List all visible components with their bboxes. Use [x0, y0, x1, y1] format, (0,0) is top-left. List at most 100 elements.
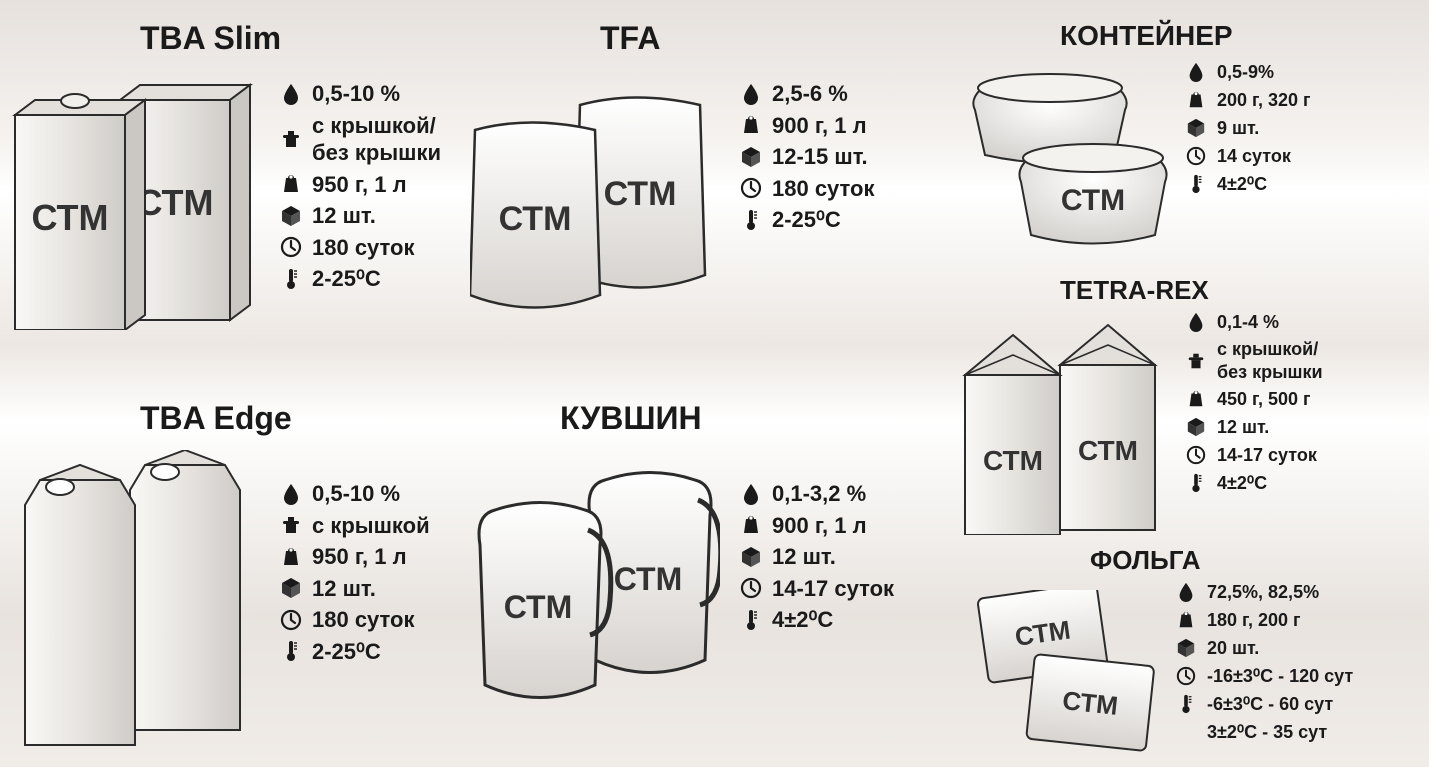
spec-fat: 2,5-6 % — [740, 80, 875, 108]
spec-text: с крышкой/ — [312, 113, 436, 138]
spec-text: 180 суток — [312, 234, 415, 262]
spec-fat: 0,1-3,2 % — [740, 480, 894, 508]
specs-jug: 0,1-3,2 % 900 г, 1 л 12 шт. 14-17 суток … — [740, 480, 894, 634]
clock-icon — [740, 176, 762, 200]
clock-icon — [280, 235, 302, 259]
spec-clock: 14-17 суток — [740, 575, 894, 603]
spec-text: 2-25⁰С — [772, 206, 841, 234]
spec-text: 2,5-6 % — [772, 80, 848, 108]
weight-icon — [740, 113, 762, 137]
weight-icon — [280, 172, 302, 196]
spec-text: с крышкой/ — [1217, 339, 1318, 359]
specs-tba-slim: 0,5-10 % с крышкой/без крышки 950 г, 1 л… — [280, 80, 441, 293]
drop-icon — [1185, 60, 1207, 84]
weight-icon — [740, 513, 762, 537]
lid-icon — [280, 127, 302, 151]
box-icon — [280, 204, 302, 228]
drop-icon — [740, 82, 762, 106]
spec-extra: 3±2⁰С - 35 сут — [1175, 720, 1353, 744]
box-icon — [740, 145, 762, 169]
box-icon — [1185, 415, 1207, 439]
spec-clock: 14 суток — [1185, 144, 1310, 168]
package-tfa: СТМ СТМ — [470, 90, 720, 310]
title-jug: КУВШИН — [560, 400, 702, 437]
spec-text: 12 шт. — [772, 543, 836, 571]
clock-icon — [1175, 664, 1197, 688]
spec-text: 900 г, 1 л — [772, 512, 867, 540]
spec-text: 180 суток — [312, 606, 415, 634]
svg-text:СТМ: СТМ — [1061, 685, 1120, 721]
package-tetra-rex: СТМ СТМ — [960, 315, 1170, 535]
spec-text: 180 суток — [772, 175, 875, 203]
spec-text: 0,1-3,2 % — [772, 480, 866, 508]
box-icon — [740, 545, 762, 569]
spec-weight: 950 г, 1 л — [280, 171, 441, 199]
spec-box: 12 шт. — [280, 202, 441, 230]
thermo-icon — [1185, 471, 1207, 495]
package-foil: СТМ СТМ — [960, 590, 1160, 760]
blank-icon — [1175, 720, 1197, 744]
spec-text: 9 шт. — [1217, 117, 1259, 140]
clock-icon — [280, 608, 302, 632]
package-container: СТМ — [960, 55, 1170, 255]
svg-text:СТМ: СТМ — [136, 182, 213, 223]
weight-icon — [1185, 88, 1207, 112]
svg-text:СТМ: СТМ — [1061, 184, 1125, 217]
spec-weight: 900 г, 1 л — [740, 512, 894, 540]
drop-icon — [740, 482, 762, 506]
weight-icon — [1185, 387, 1207, 411]
box-icon — [1175, 636, 1197, 660]
spec-fat: 0,5-10 % — [280, 80, 441, 108]
title-container: КОНТЕЙНЕР — [1060, 20, 1233, 52]
spec-text: 4±2⁰С — [1217, 173, 1267, 196]
spec-weight: 450 г, 500 г — [1185, 387, 1323, 411]
spec-thermo: 2-25⁰С — [740, 206, 875, 234]
spec-thermo: 4±2⁰С — [1185, 471, 1323, 495]
drop-icon — [280, 82, 302, 106]
package-tba-slim: СТМ СТМ — [10, 70, 270, 330]
spec-weight: 180 г, 200 г — [1175, 608, 1353, 632]
spec-fat: 0,5-10 % — [280, 480, 430, 508]
weight-icon — [280, 545, 302, 569]
thermo-icon — [280, 267, 302, 291]
spec-lid: с крышкой — [280, 512, 430, 540]
specs-tba-edge: 0,5-10 % с крышкой 950 г, 1 л 12 шт. 180… — [280, 480, 430, 665]
box-icon — [1185, 116, 1207, 140]
spec-fat: 72,5%, 82,5% — [1175, 580, 1353, 604]
spec-box: 12-15 шт. — [740, 143, 875, 171]
spec-text: 0,1-4 % — [1217, 311, 1279, 334]
specs-foil: 72,5%, 82,5% 180 г, 200 г 20 шт. -16±3⁰С… — [1175, 580, 1353, 744]
spec-text: 12 шт. — [1217, 416, 1269, 439]
spec-text: 14-17 суток — [772, 575, 894, 603]
spec-box: 12 шт. — [740, 543, 894, 571]
spec-text: 72,5%, 82,5% — [1207, 581, 1319, 604]
spec-thermo: -6±3⁰С - 60 сут — [1175, 692, 1353, 716]
specs-tfa: 2,5-6 % 900 г, 1 л 12-15 шт. 180 суток 2… — [740, 80, 875, 234]
svg-text:СТМ: СТМ — [499, 200, 572, 238]
spec-text: 2-25⁰С — [312, 265, 381, 293]
specs-tetra-rex: 0,1-4 % с крышкой/без крышки 450 г, 500 … — [1185, 310, 1323, 495]
spec-weight: 950 г, 1 л — [280, 543, 430, 571]
spec-fat: 0,1-4 % — [1185, 310, 1323, 334]
drop-icon — [1175, 580, 1197, 604]
spec-thermo: 4±2⁰С — [1185, 172, 1310, 196]
svg-text:СТМ: СТМ — [614, 561, 683, 597]
title-tfa: TFA — [600, 20, 660, 57]
spec-lid: с крышкой/без крышки — [1185, 338, 1323, 383]
spec-box: 9 шт. — [1185, 116, 1310, 140]
spec-text2: без крышки — [1217, 362, 1323, 382]
spec-text: 0,5-10 % — [312, 80, 400, 108]
spec-text: 0,5-9% — [1217, 61, 1274, 84]
clock-icon — [1185, 144, 1207, 168]
spec-text: 900 г, 1 л — [772, 112, 867, 140]
thermo-icon — [1185, 172, 1207, 196]
svg-text:СТМ: СТМ — [31, 197, 108, 238]
title-foil: ФОЛЬГА — [1090, 545, 1201, 576]
spec-text: -6±3⁰С - 60 сут — [1207, 693, 1333, 716]
clock-icon — [1185, 443, 1207, 467]
title-tba-edge: TBA Edge — [140, 400, 292, 437]
package-tba-edge — [20, 450, 260, 750]
box-icon — [280, 576, 302, 600]
thermo-icon — [740, 208, 762, 232]
spec-text: 4±2⁰С — [772, 606, 833, 634]
